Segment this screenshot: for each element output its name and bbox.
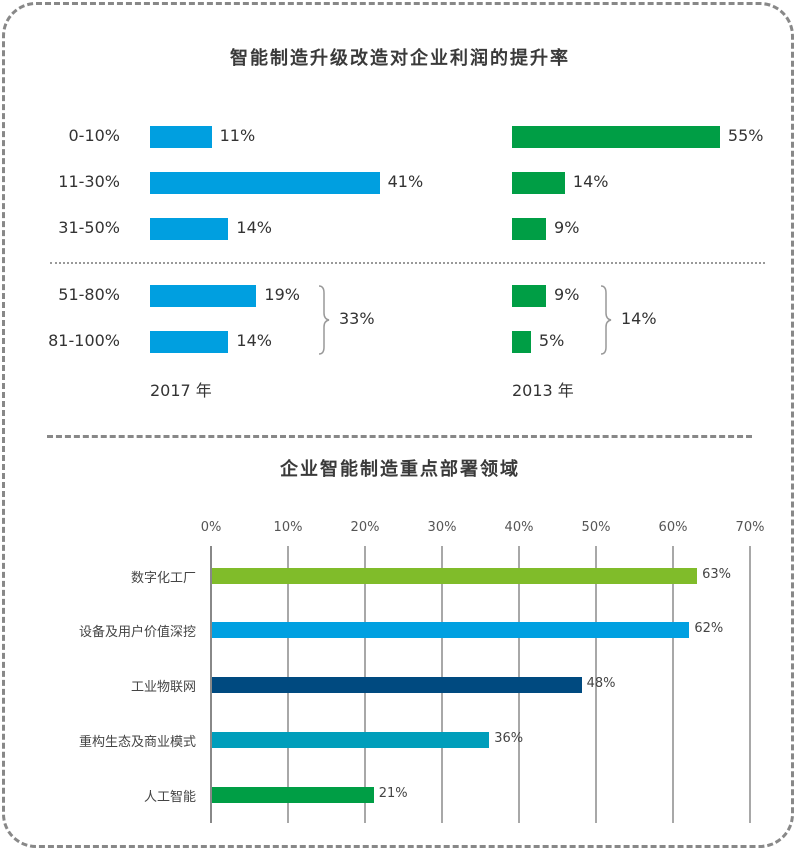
section-divider <box>47 435 752 438</box>
category-label: 数字化工厂 <box>130 571 196 586</box>
value-label: 14% <box>236 331 272 350</box>
value-label: 14% <box>236 218 272 237</box>
bar <box>512 331 531 353</box>
gridline <box>672 546 674 823</box>
bar <box>150 172 380 194</box>
bar <box>512 172 565 194</box>
bar <box>212 732 490 748</box>
bar <box>150 218 229 240</box>
category-label: 81-100% <box>48 331 120 350</box>
year-label: 2017 年 <box>150 381 212 400</box>
x-tick-label: 0% <box>200 520 222 535</box>
y-axis-line <box>210 546 212 823</box>
category-label: 设备及用户价值深挖 <box>78 625 196 640</box>
value-label: 9% <box>554 218 580 237</box>
x-tick-label: 60% <box>658 520 688 535</box>
value-label: 5% <box>538 331 565 350</box>
x-tick-label: 40% <box>504 520 534 535</box>
bar <box>150 285 257 307</box>
gridline <box>749 546 751 823</box>
category-label: 人工智能 <box>143 790 196 805</box>
value-label: 14% <box>572 172 609 191</box>
group-total-label: 33% <box>339 309 375 328</box>
value-label: 62% <box>694 621 724 636</box>
value-label: 11% <box>219 126 256 145</box>
group-total-label: 14% <box>621 309 657 328</box>
group-brace <box>600 285 612 355</box>
bar <box>512 218 547 240</box>
bar <box>212 787 374 803</box>
category-label: 工业物联网 <box>130 680 196 695</box>
year-label: 2013 年 <box>512 381 574 400</box>
bar <box>212 568 698 584</box>
x-tick-label: 70% <box>735 520 765 535</box>
category-label: 31-50% <box>58 218 120 237</box>
value-label: 48% <box>586 676 616 691</box>
bar <box>212 677 582 693</box>
category-label: 11-30% <box>58 172 120 191</box>
value-label: 63% <box>702 567 731 582</box>
value-label: 9% <box>554 285 580 304</box>
value-label: 21% <box>378 786 408 801</box>
bar <box>150 126 212 148</box>
value-label: 36% <box>494 731 524 746</box>
bar <box>150 331 229 353</box>
x-tick-label: 10% <box>273 520 303 535</box>
category-label: 51-80% <box>58 285 120 304</box>
bar <box>212 622 690 638</box>
gridline <box>595 546 597 823</box>
bar <box>512 285 547 307</box>
chart1-title: 智能制造升级改造对企业利润的提升率 <box>230 48 570 69</box>
category-label: 0-10% <box>68 126 120 145</box>
value-label: 41% <box>387 172 424 191</box>
category-label: 重构生态及商业模式 <box>78 735 196 750</box>
group-brace <box>318 285 330 355</box>
value-label: 55% <box>727 126 764 145</box>
x-tick-label: 30% <box>427 520 457 535</box>
value-label: 19% <box>264 285 300 304</box>
group-divider <box>50 262 765 264</box>
x-tick-label: 50% <box>581 520 611 535</box>
chart2-title: 企业智能制造重点部署领域 <box>280 459 520 480</box>
x-tick-label: 20% <box>350 520 380 535</box>
bar <box>512 126 720 148</box>
